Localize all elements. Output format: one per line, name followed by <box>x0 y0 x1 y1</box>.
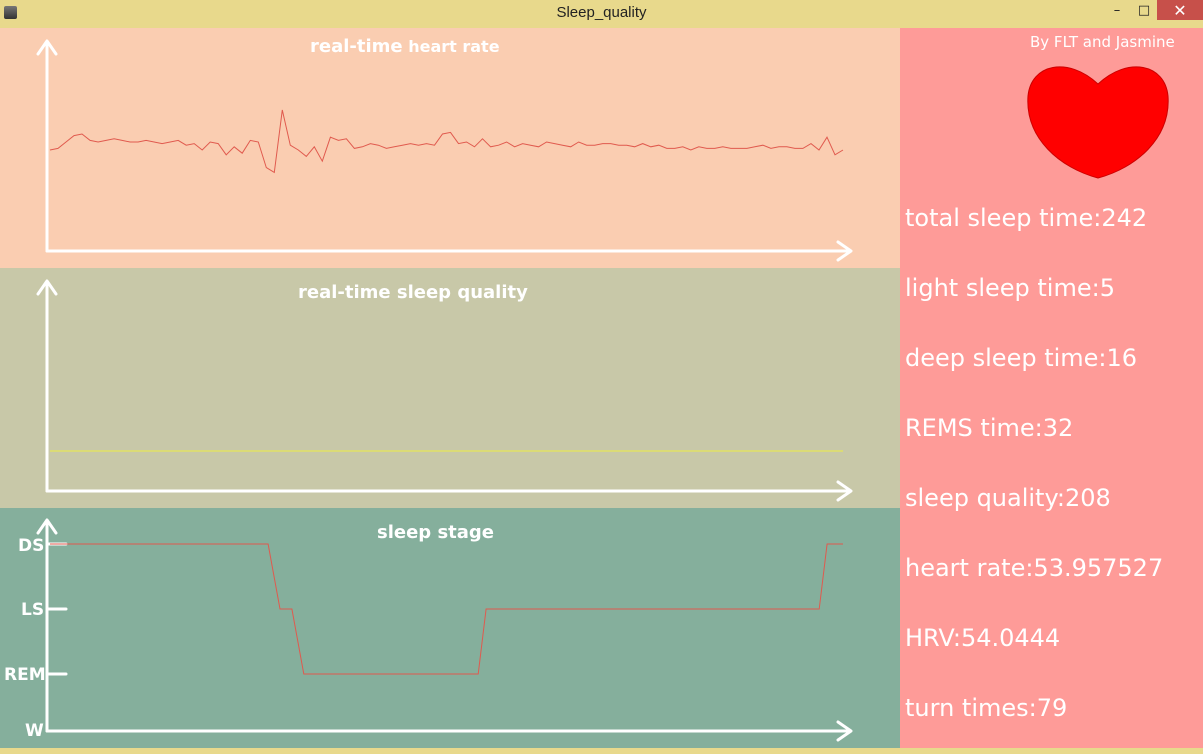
sleep-quality-axes <box>36 279 853 502</box>
heart-rate-chart-title: real-time heart rate <box>310 36 500 57</box>
stage-label-ls: LS <box>21 600 45 620</box>
stat-total-sleep-time: total sleep time:242 <box>905 204 1148 232</box>
ss-x-arrow <box>836 720 853 742</box>
stat-sleep-quality: sleep quality:208 <box>905 484 1111 512</box>
sleep-quality-panel: real-time sleep quality <box>0 268 900 508</box>
stat-light-sleep-time: light sleep time:5 <box>905 274 1115 302</box>
heart-rate-panel: real-time heart rate <box>0 28 900 268</box>
stat-deep-sleep-time: deep sleep time:16 <box>905 344 1138 372</box>
sleep-stage-panel: sleep stage DS LS REM W <box>0 508 900 748</box>
sleep-stage-line <box>50 543 843 675</box>
minimize-button[interactable]: – <box>1113 2 1121 18</box>
heart-rate-line <box>49 109 844 174</box>
stage-label-ds: DS <box>18 536 45 556</box>
maximize-button[interactable]: □ <box>1137 2 1151 18</box>
heart-icon <box>1027 66 1169 179</box>
sleep-stage-chart-title: sleep stage <box>377 522 495 543</box>
sleep-stage-chart <box>36 518 853 742</box>
hr-x-arrow <box>836 240 853 262</box>
ss-y-arrow <box>36 518 58 535</box>
sq-x-arrow <box>836 480 853 502</box>
heart-rate-axes <box>36 39 853 262</box>
sleep-quality-chart <box>36 279 853 502</box>
heart-rate-chart <box>36 39 853 262</box>
credit-text: By FLT and Jasmine <box>1030 33 1175 51</box>
window-title: Sleep_quality <box>556 4 647 21</box>
app-icon <box>4 6 17 19</box>
stat-heart-rate: heart rate:53.957527 <box>905 554 1164 582</box>
stat-turn-times: turn times:79 <box>905 694 1068 722</box>
stage-label-w: W <box>25 721 44 741</box>
heart-rate-title-part1: real-time <box>310 36 403 57</box>
title-bar[interactable]: Sleep_quality – □ ✕ <box>0 0 1203 28</box>
stats-sidebar: By FLT and Jasmine total sleep time:242 … <box>900 28 1203 748</box>
heart-rate-title-part2: heart rate <box>408 37 500 56</box>
sleep-quality-chart-title: real-time sleep quality <box>298 282 528 303</box>
sq-y-arrow <box>36 279 58 296</box>
bottom-border <box>0 748 1203 754</box>
hr-y-arrow <box>36 39 58 56</box>
stage-label-rem: REM <box>4 665 46 685</box>
stat-rems-time: REMS time:32 <box>905 414 1074 442</box>
stat-hrv: HRV:54.0444 <box>905 624 1061 652</box>
sleep-stage-axes <box>36 518 853 742</box>
close-button[interactable]: ✕ <box>1157 0 1203 20</box>
